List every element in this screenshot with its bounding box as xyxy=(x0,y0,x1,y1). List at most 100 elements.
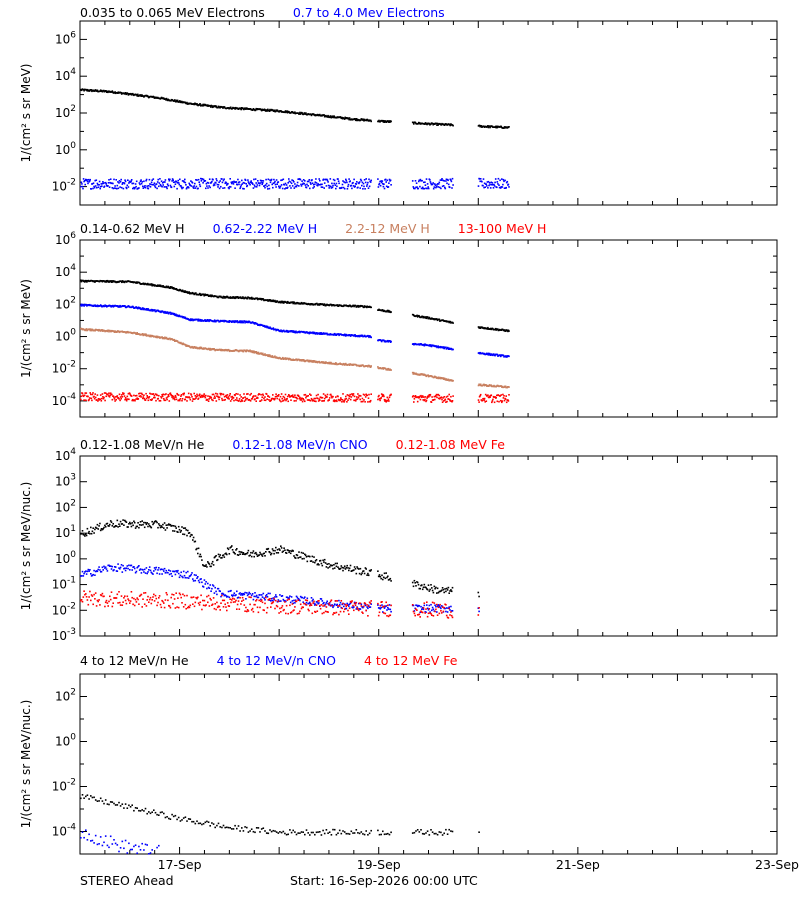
data-point xyxy=(242,187,244,190)
data-point xyxy=(188,182,190,185)
data-point xyxy=(434,184,437,186)
data-point xyxy=(175,396,177,398)
data-point xyxy=(171,396,173,399)
data-point xyxy=(161,286,164,288)
data-point xyxy=(222,107,224,109)
data-point xyxy=(378,398,381,400)
data-point xyxy=(82,394,84,397)
data-point xyxy=(501,400,504,402)
data-point xyxy=(192,580,195,582)
data-point xyxy=(425,399,428,402)
data-point xyxy=(354,304,357,307)
data-point xyxy=(361,184,363,187)
data-point xyxy=(211,562,213,565)
data-point xyxy=(180,341,182,344)
data-point xyxy=(207,582,209,585)
data-point xyxy=(281,397,283,400)
data-point xyxy=(187,570,189,573)
data-point xyxy=(337,566,339,568)
data-point xyxy=(264,396,266,398)
data-point xyxy=(428,316,431,319)
data-point xyxy=(99,187,101,190)
data-point xyxy=(111,182,113,184)
data-point xyxy=(81,183,83,185)
data-point xyxy=(180,395,182,397)
data-point xyxy=(286,302,288,304)
data-point xyxy=(343,401,345,403)
data-point xyxy=(139,180,142,183)
data-point xyxy=(478,352,481,355)
data-point xyxy=(109,523,111,526)
data-point xyxy=(216,558,219,561)
data-point xyxy=(424,184,427,186)
data-point xyxy=(108,525,110,527)
data-point xyxy=(198,555,201,558)
data-point xyxy=(377,570,379,572)
data-point xyxy=(279,187,281,189)
data-point xyxy=(160,180,163,182)
data-point xyxy=(217,396,220,399)
data-point xyxy=(377,120,380,123)
data-point xyxy=(303,182,306,185)
data-point xyxy=(356,305,359,308)
data-point xyxy=(198,319,201,322)
data-point xyxy=(103,565,105,568)
data-point xyxy=(228,349,230,352)
data-point xyxy=(349,398,352,401)
data-point xyxy=(109,305,112,307)
data-point xyxy=(308,399,311,401)
data-point xyxy=(299,399,302,401)
data-point xyxy=(123,395,126,397)
data-point xyxy=(330,185,332,188)
data-point xyxy=(249,592,251,595)
data-point xyxy=(265,551,267,553)
y-axis-label: 1/(cm² s sr MeV) xyxy=(19,64,33,163)
data-point xyxy=(96,394,99,396)
data-point xyxy=(412,121,415,124)
data-point xyxy=(496,181,499,183)
data-point xyxy=(353,569,355,571)
data-point xyxy=(421,588,424,591)
data-point xyxy=(312,331,315,334)
data-point xyxy=(159,284,162,287)
data-point xyxy=(284,182,287,185)
data-point xyxy=(268,396,271,398)
data-point xyxy=(149,399,152,401)
data-point xyxy=(451,400,453,403)
data-point xyxy=(277,395,280,397)
data-point xyxy=(436,124,438,126)
data-point xyxy=(503,127,505,129)
data-point xyxy=(365,305,367,308)
data-point xyxy=(191,400,194,402)
data-point xyxy=(228,185,231,188)
data-point xyxy=(291,185,294,187)
data-point xyxy=(243,400,246,402)
data-point xyxy=(423,583,426,586)
data-point xyxy=(103,89,105,92)
data-point xyxy=(274,180,276,183)
data-point xyxy=(233,321,236,324)
data-point xyxy=(237,296,239,298)
data-point xyxy=(145,392,147,395)
data-point xyxy=(83,179,86,182)
data-point xyxy=(322,559,324,562)
data-point xyxy=(90,393,92,396)
data-point xyxy=(309,399,312,402)
data-point xyxy=(356,118,359,121)
data-point xyxy=(383,120,385,122)
data-point xyxy=(293,181,295,183)
data-point xyxy=(198,104,200,106)
data-point xyxy=(117,563,119,565)
data-point xyxy=(496,186,498,189)
data-point xyxy=(450,180,453,183)
data-point xyxy=(262,180,265,182)
data-point xyxy=(341,401,343,403)
data-point xyxy=(317,400,320,402)
data-point xyxy=(437,124,439,126)
data-point xyxy=(209,397,211,399)
data-point xyxy=(497,183,499,185)
data-point xyxy=(98,280,101,283)
data-point xyxy=(268,354,270,356)
data-point xyxy=(104,304,106,306)
data-point xyxy=(119,566,122,569)
